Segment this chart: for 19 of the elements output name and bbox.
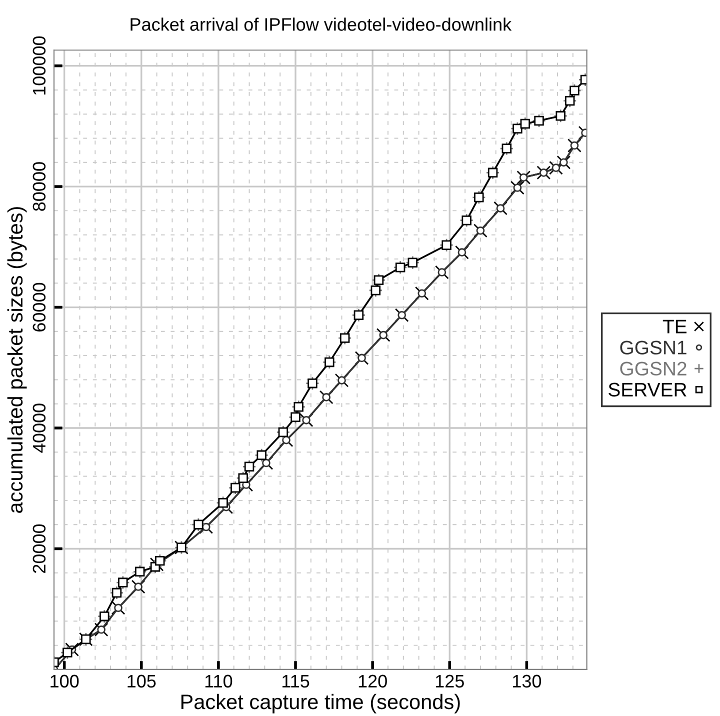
y-axis-title: accumulated packet sizes (bytes) (7, 207, 27, 513)
y-tick-label: 60000 (32, 282, 46, 332)
y-tick-label: 20000 (32, 524, 46, 573)
legend-label: GGSN2 (620, 362, 686, 376)
x-tick-label: 125 (436, 674, 464, 688)
x-tick-label: 105 (128, 674, 156, 688)
x-tick-label: 130 (513, 674, 542, 688)
x-tick-label: 100 (50, 674, 79, 688)
x-tick-label: 110 (205, 674, 232, 688)
y-tick-label: 80000 (32, 162, 46, 211)
legend-label: TE (662, 320, 686, 334)
legend-label: GGSN1 (620, 340, 686, 354)
x-tick-label: 115 (282, 674, 310, 688)
y-tick-label: 100000 (32, 36, 46, 95)
chart-title: Packet arrival of IPFlow videotel-video-downlink (130, 18, 512, 31)
x-tick-label: 120 (358, 674, 387, 688)
y-tick-label: 40000 (32, 404, 46, 453)
legend-label: SERVER (608, 382, 686, 397)
x-axis-title: Packet capture time (seconds) (181, 694, 460, 714)
